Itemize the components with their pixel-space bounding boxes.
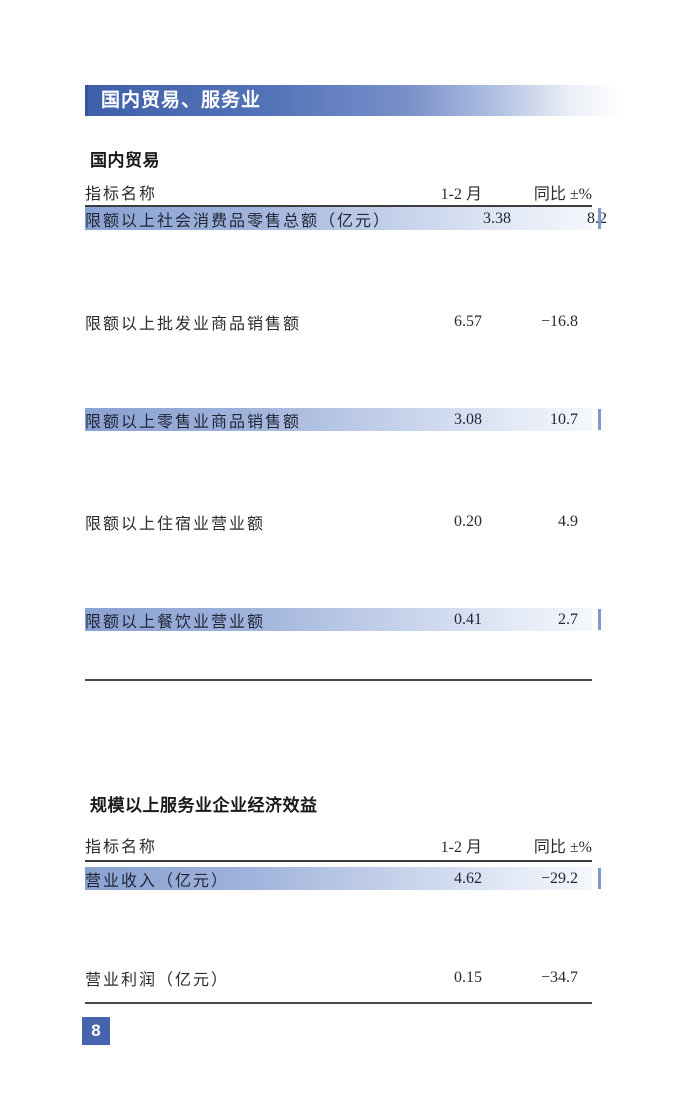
row-indicator-label: 限额以上住宿业营业额 xyxy=(85,515,266,533)
row-period-value: 6.57 xyxy=(454,312,482,330)
table-row: 营业利润（亿元） 0.15 −34.7 xyxy=(85,966,592,989)
row-yoy-value: 4.9 xyxy=(558,512,578,530)
row-yoy-value: −34.7 xyxy=(540,968,578,986)
column-header-yoy: 同比 ±% xyxy=(533,839,592,856)
row-indicator-label: 限额以上零售业商品销售额 xyxy=(85,413,302,431)
row-period-value: 3.38 xyxy=(483,209,512,227)
table-row: 限额以上批发业商品销售额 6.57 −16.8 xyxy=(85,310,592,333)
service-industry-table: 指标名称 1-2 月 同比 ±% 营业收入（亿元） 4.62 −29.2 营业利… xyxy=(85,833,601,1008)
table-bottom-rule xyxy=(85,1002,592,1004)
page-number-badge: 8 xyxy=(82,1017,110,1045)
column-header-period: 1-2 月 xyxy=(440,186,482,203)
chapter-banner: 国内贸易、服务业 xyxy=(85,85,620,116)
section-title-service-industry: 规模以上服务业企业经济效益 xyxy=(90,796,318,815)
row-indicator-label: 限额以上批发业商品销售额 xyxy=(85,315,302,333)
row-yoy-value: −29.2 xyxy=(540,869,578,887)
table-header-row: 指标名称 1-2 月 同比 ±% xyxy=(85,833,592,862)
row-indicator-label: 营业收入（亿元） xyxy=(85,872,230,890)
row-period-value: 0.15 xyxy=(454,968,482,986)
row-yoy-value: 10.7 xyxy=(550,410,578,428)
table-row: 限额以上住宿业营业额 0.20 4.9 xyxy=(85,510,592,533)
row-yoy-value: 2.7 xyxy=(558,610,578,628)
table-row: 营业收入（亿元） 4.62 −29.2 xyxy=(85,867,601,890)
table-bottom-rule xyxy=(85,679,592,681)
row-period-value: 3.08 xyxy=(454,410,482,428)
column-header-yoy: 同比 ±% xyxy=(533,186,592,203)
row-yoy-value: −16.8 xyxy=(540,312,578,330)
column-header-indicator: 指标名称 xyxy=(85,186,158,203)
row-indicator-label: 限额以上社会消费品零售总额（亿元） xyxy=(85,212,392,230)
row-period-value: 4.62 xyxy=(454,869,482,887)
chapter-banner-title: 国内贸易、服务业 xyxy=(101,90,262,111)
column-header-period: 1-2 月 xyxy=(440,839,482,856)
row-yoy-value: 8.2 xyxy=(587,209,608,227)
domestic-trade-table: 指标名称 1-2 月 同比 ±% 限额以上社会消费品零售总额（亿元） 3.38 … xyxy=(85,180,607,685)
column-header-indicator: 指标名称 xyxy=(85,839,158,856)
table-header-row: 指标名称 1-2 月 同比 ±% xyxy=(85,180,592,207)
section-title-domestic-trade: 国内贸易 xyxy=(90,151,160,170)
row-indicator-label: 营业利润（亿元） xyxy=(85,971,230,989)
table-row: 限额以上零售业商品销售额 3.08 10.7 xyxy=(85,408,601,431)
table-row: 限额以上社会消费品零售总额（亿元） 3.38 8.2 xyxy=(85,207,607,230)
row-period-value: 0.41 xyxy=(454,610,482,628)
table-row: 限额以上餐饮业营业额 0.41 2.7 xyxy=(85,608,601,631)
row-period-value: 0.20 xyxy=(454,512,482,530)
row-indicator-label: 限额以上餐饮业营业额 xyxy=(85,613,266,631)
